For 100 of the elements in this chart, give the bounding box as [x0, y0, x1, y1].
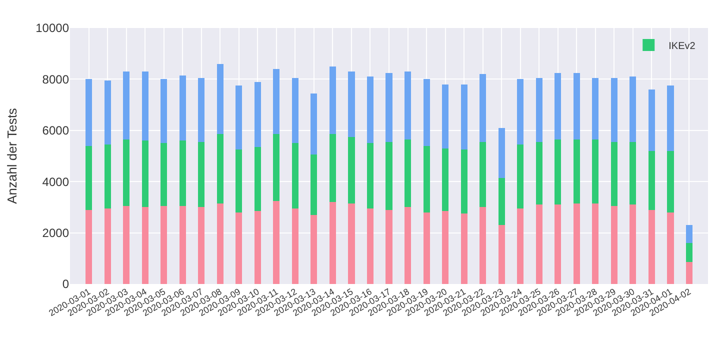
legend-label: IKEv2 — [668, 40, 696, 52]
bar — [348, 72, 355, 137]
bar — [630, 142, 636, 205]
bar — [216, 203, 224, 284]
y-tick-label: 8000 — [42, 72, 70, 86]
bar — [273, 68, 280, 134]
bar — [123, 72, 130, 140]
bar — [104, 144, 111, 208]
bar — [536, 204, 542, 284]
bar — [630, 76, 636, 142]
bar — [123, 206, 130, 284]
bar — [610, 78, 618, 142]
bar — [386, 210, 392, 284]
y-tick-label: 10000 — [36, 21, 70, 36]
bar — [498, 225, 505, 284]
bar — [198, 78, 205, 142]
bar — [573, 139, 580, 204]
bar — [423, 212, 430, 284]
bar — [160, 143, 168, 206]
bar — [85, 79, 92, 146]
bar — [573, 72, 580, 140]
bar — [104, 208, 111, 284]
bar — [348, 203, 355, 284]
y-tick-label: 6000 — [42, 124, 70, 138]
bar — [160, 79, 168, 144]
bar — [592, 78, 599, 140]
bar — [142, 72, 148, 141]
bar — [366, 76, 374, 144]
bar — [366, 143, 374, 208]
bar — [460, 214, 468, 284]
bar — [216, 64, 224, 134]
y-tick-label: 0 — [62, 277, 70, 292]
bar — [292, 143, 298, 208]
bar — [254, 82, 261, 148]
bar — [179, 206, 186, 284]
bar — [142, 207, 148, 284]
bar — [310, 154, 318, 215]
bar — [517, 79, 524, 144]
bar — [254, 211, 261, 284]
bar — [442, 84, 449, 148]
bar — [480, 74, 486, 142]
bar — [686, 243, 693, 262]
bar — [292, 78, 298, 144]
bar — [460, 150, 468, 214]
bar — [536, 142, 542, 205]
bar — [592, 203, 599, 284]
bar — [198, 142, 205, 208]
bar — [498, 178, 505, 226]
bar — [292, 208, 298, 284]
bar — [273, 200, 280, 284]
bar — [179, 75, 186, 141]
bar — [404, 72, 412, 140]
bar — [329, 134, 336, 202]
bar — [480, 207, 486, 284]
bar — [236, 86, 242, 150]
bar — [610, 142, 618, 206]
bar — [610, 206, 618, 284]
bar — [498, 128, 505, 178]
y-tick-label: 4000 — [42, 174, 70, 189]
bar — [179, 140, 186, 206]
bar — [236, 212, 242, 284]
bar — [517, 144, 524, 208]
bar — [592, 139, 599, 204]
bar — [536, 78, 542, 142]
bar — [85, 210, 92, 284]
bar — [404, 139, 412, 208]
bar — [648, 89, 655, 151]
bar — [329, 202, 336, 284]
bar — [160, 206, 168, 284]
bar — [686, 225, 693, 244]
bar — [142, 140, 148, 208]
bar — [216, 134, 224, 204]
bar — [273, 134, 280, 201]
bar — [630, 204, 636, 284]
bar — [554, 139, 562, 205]
bar — [310, 93, 318, 155]
bar — [648, 210, 655, 284]
bar — [667, 212, 674, 284]
bar — [442, 148, 449, 212]
bar — [348, 136, 355, 204]
y-axis-title: Anzahl der Tests — [4, 108, 20, 204]
bar — [254, 147, 261, 212]
bar — [366, 208, 374, 284]
bar — [85, 146, 92, 210]
bar — [554, 204, 562, 284]
bar — [310, 214, 318, 284]
bar — [480, 142, 486, 208]
bar — [386, 72, 392, 142]
bar — [423, 146, 430, 212]
bar — [554, 72, 562, 140]
bar — [573, 203, 580, 284]
bar — [104, 80, 111, 144]
bar — [329, 66, 336, 134]
bar — [404, 207, 412, 284]
bar — [386, 142, 392, 210]
bar — [236, 150, 242, 212]
bar — [123, 139, 130, 206]
bar — [198, 207, 205, 284]
bar — [686, 262, 693, 284]
bar — [648, 150, 655, 210]
